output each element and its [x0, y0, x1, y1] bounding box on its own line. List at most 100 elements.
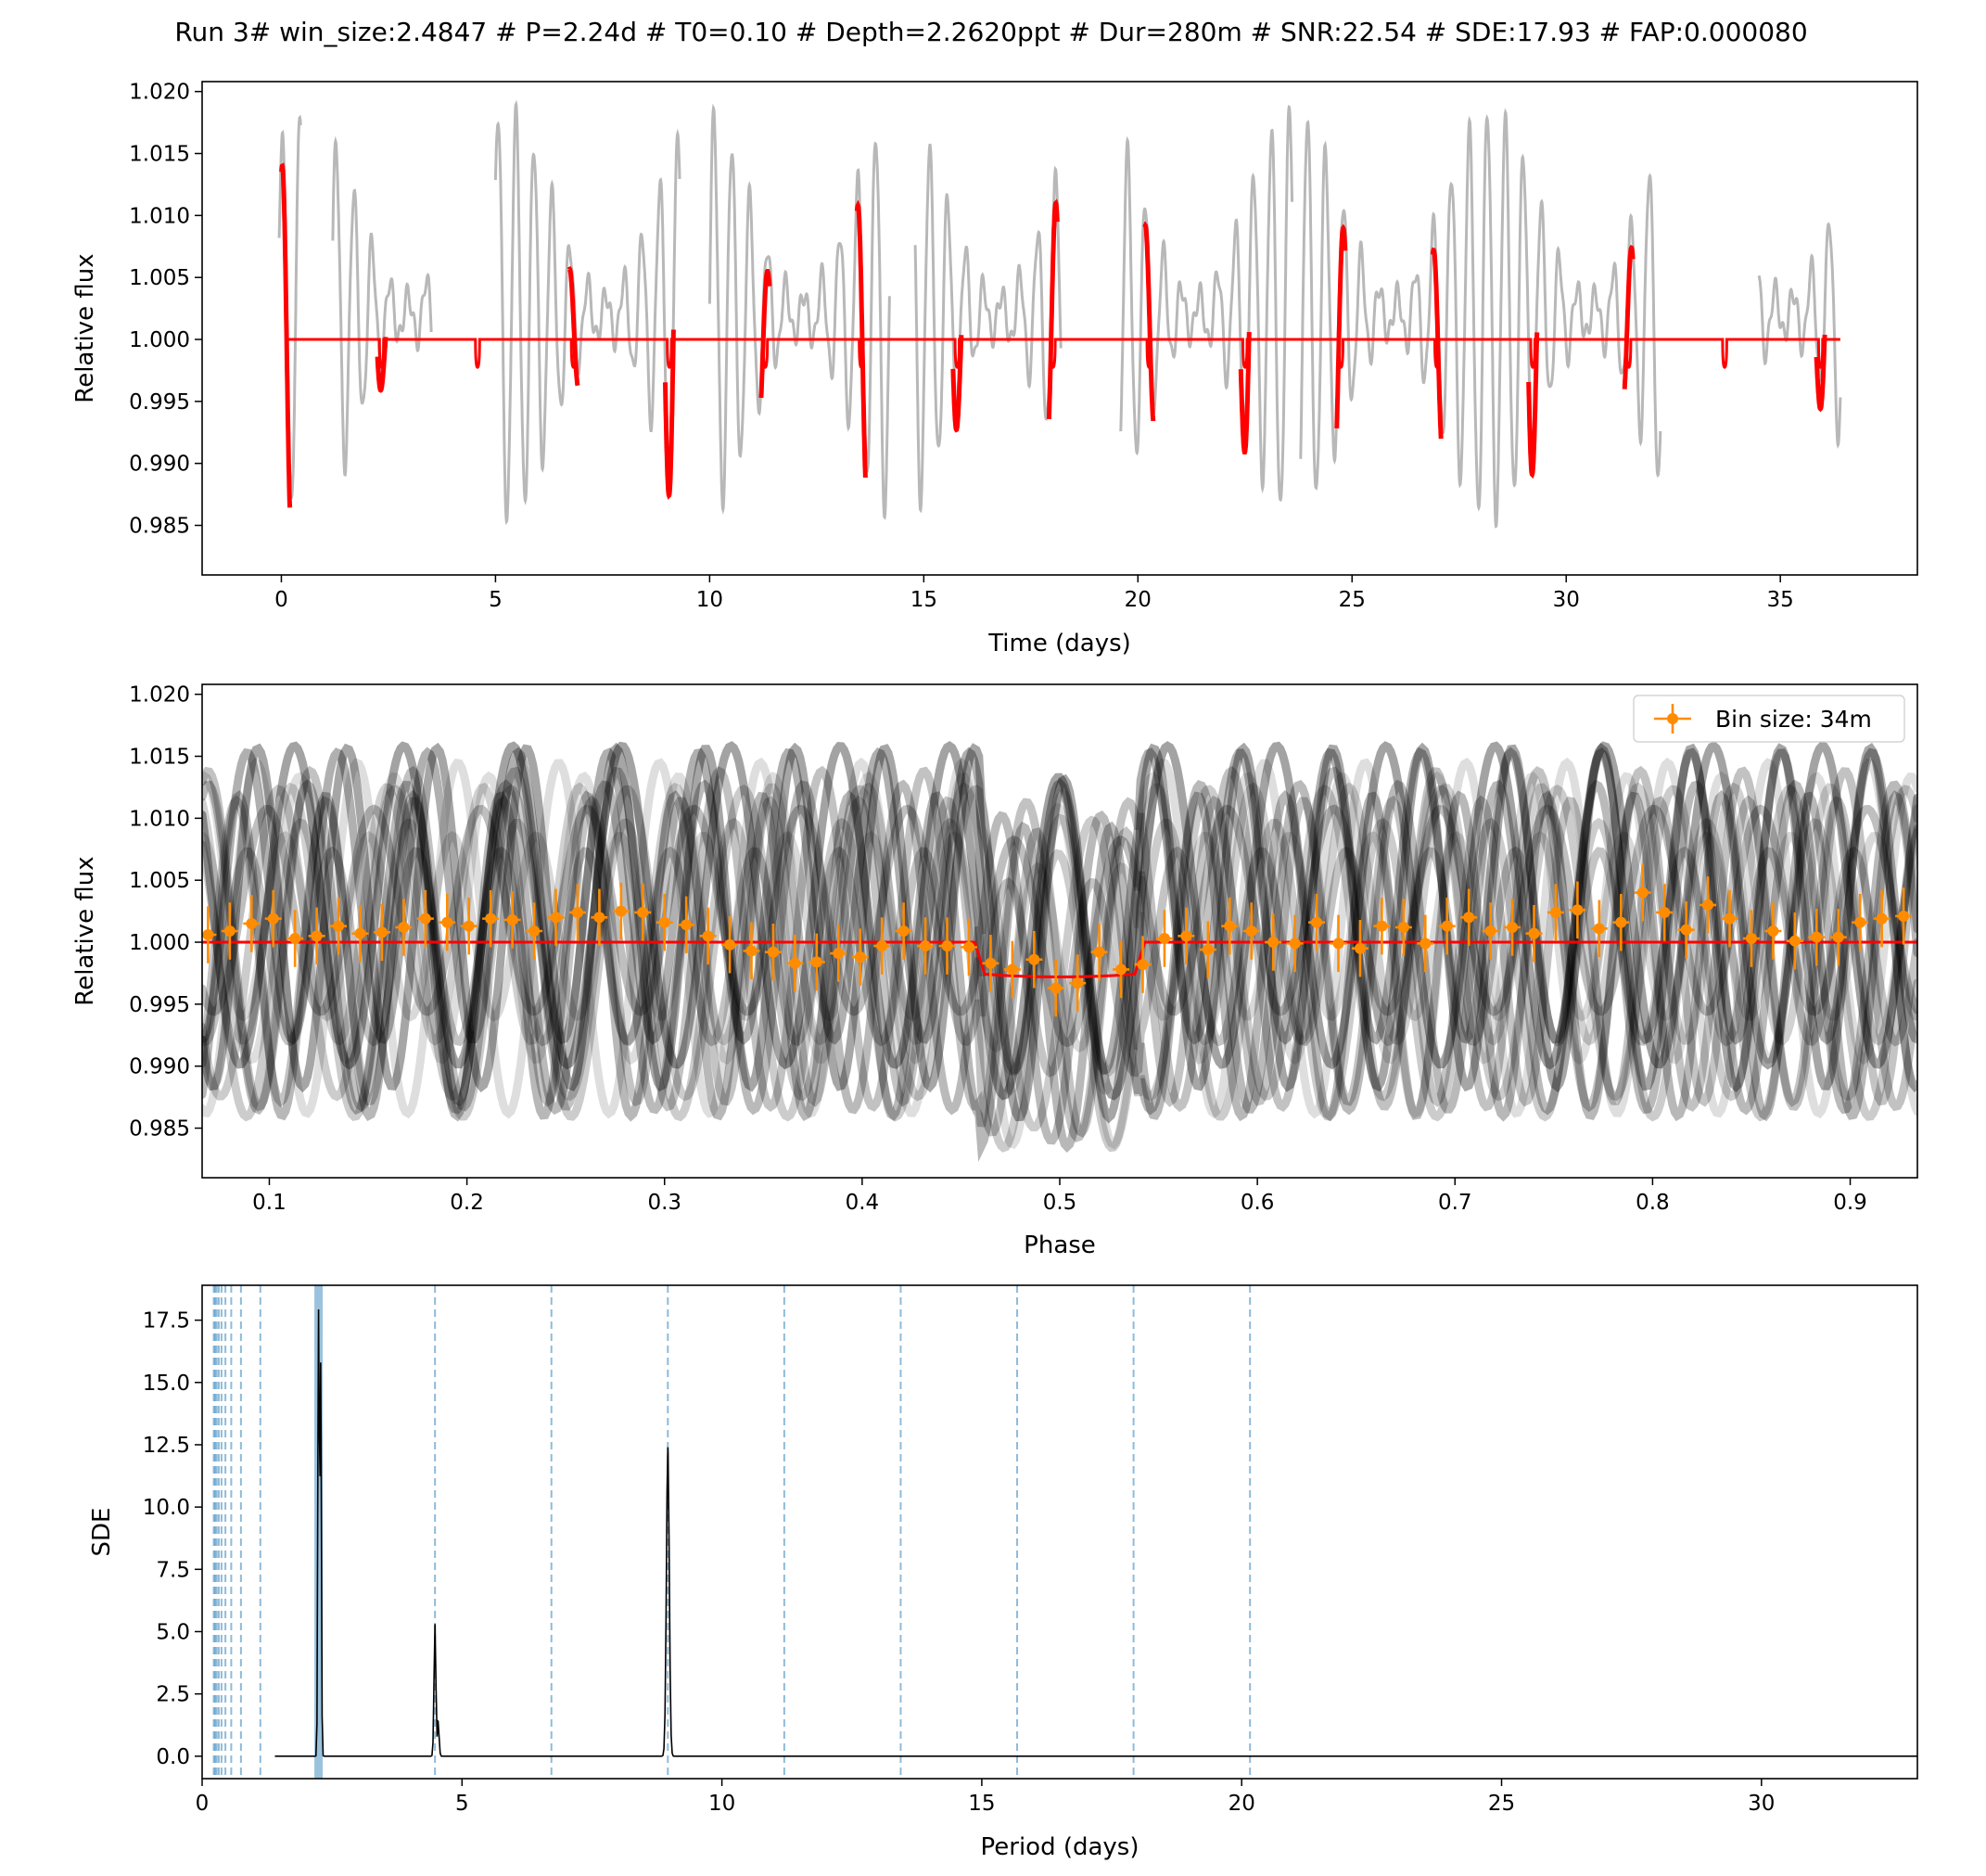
- binned-point: [1202, 944, 1214, 956]
- phase-folded-raw-trace: [202, 765, 1917, 1142]
- binned-point: [1332, 938, 1344, 950]
- x-tick-label: 0: [274, 588, 288, 612]
- phase-fold-ticks: 0.1 0.2 0.3 0.4 0.5 0.6 0.7 0.8 0.9 0.985 0.990 0.9…: [129, 683, 1867, 1215]
- binned-point: [223, 925, 236, 937]
- binned-point: [1659, 906, 1671, 918]
- periodogram-frame: [201, 1284, 1918, 1780]
- y-tick-label: 0.990: [129, 1055, 190, 1079]
- binned-point: [1615, 916, 1627, 928]
- binned-point: [1636, 887, 1649, 899]
- binned-point: [920, 940, 932, 952]
- binned-point: [789, 957, 801, 969]
- binned-point: [1072, 977, 1084, 989]
- binned-point: [1702, 899, 1714, 911]
- binned-point: [1376, 920, 1388, 932]
- periodogram-ticks: 0 5 10 15 20 25 30 0.0 2.5 5.0 7.5 10.0 12.5 15.0 17.5: [143, 1309, 1776, 1816]
- raw-flux-trace: [913, 144, 1063, 514]
- panel-periodogram: 0 5 10 15 20 25 30 0.0 2.5 5.0 7.5 10.0 12.5 15.0 17.5…: [88, 1284, 1918, 1861]
- binned-point: [1006, 964, 1018, 976]
- phase-fold-legend: Bin size: 34m: [1633, 695, 1905, 743]
- binned-point: [1484, 925, 1496, 937]
- raw-flux-trace: [1757, 222, 1842, 449]
- x-tick-label: 0.3: [647, 1191, 681, 1215]
- binned-point: [1745, 933, 1757, 945]
- x-tick-label: 20: [1229, 1792, 1255, 1816]
- binned-point: [571, 906, 583, 918]
- y-tick-label: 1.005: [129, 266, 190, 290]
- binned-point: [658, 916, 670, 928]
- light-curve-ticks: 0 5 10 15 20 25 30 35 0.985 0.990 0.995 1.000 1.005 1…: [129, 81, 1794, 612]
- binned-point: [1093, 946, 1105, 958]
- binned-point: [1267, 937, 1279, 949]
- legend-frame: [1633, 695, 1905, 743]
- binned-point: [1767, 925, 1779, 937]
- x-tick-label: 0: [196, 1792, 210, 1816]
- y-tick-label: 0.985: [129, 1117, 190, 1142]
- y-tick-label: 0.0: [156, 1745, 190, 1769]
- binned-point: [1224, 920, 1236, 932]
- y-tick-label: 12.5: [143, 1434, 190, 1458]
- legend-marker-dot: [1667, 713, 1678, 724]
- binned-point: [1311, 916, 1323, 928]
- phase-folded-raw-trace: [202, 741, 1917, 1101]
- binned-point: [289, 933, 301, 945]
- y-tick-label: 0.990: [129, 453, 190, 477]
- x-tick-label: 15: [968, 1792, 995, 1816]
- transit-model-line: [286, 338, 1840, 369]
- binned-point: [681, 919, 693, 931]
- x-tick-label: 30: [1553, 588, 1580, 612]
- binned-point: [1811, 931, 1823, 943]
- in-transit-points: [950, 335, 964, 433]
- y-tick-label: 15.0: [143, 1372, 190, 1396]
- binned-point: [1397, 921, 1409, 933]
- x-tick-label: 5: [489, 588, 503, 612]
- x-tick-label: 0.1: [252, 1191, 286, 1215]
- binned-point: [246, 917, 258, 929]
- x-tick-label: 0.4: [846, 1191, 880, 1215]
- in-transit-points: [854, 199, 868, 479]
- in-transit-points: [1814, 334, 1827, 413]
- binned-point: [1441, 920, 1453, 932]
- binned-point: [1898, 910, 1910, 922]
- x-tick-label: 15: [910, 588, 937, 612]
- binned-point: [702, 930, 714, 942]
- sde-curve: [274, 1309, 1917, 1757]
- x-tick-label: 10: [696, 588, 723, 612]
- binned-point: [441, 916, 453, 928]
- in-transit-points: [1142, 221, 1156, 422]
- light-curve-frame: [201, 81, 1918, 576]
- binned-point: [267, 912, 279, 925]
- binned-point: [1680, 924, 1692, 936]
- x-tick-label: 25: [1488, 1792, 1515, 1816]
- light-curve-data: [277, 99, 1842, 529]
- binned-point: [810, 956, 822, 968]
- y-tick-label: 1.020: [129, 683, 190, 708]
- binned-point: [1419, 938, 1432, 950]
- y-tick-label: 1.020: [129, 81, 190, 105]
- x-tick-label: 0.8: [1636, 1191, 1670, 1215]
- x-tick-label: 35: [1767, 588, 1794, 612]
- x-tick-label: 0.7: [1438, 1191, 1472, 1215]
- phase-folded-raw-trace: [202, 782, 1917, 1078]
- phase-fold-data: [202, 741, 1917, 1162]
- x-tick-label: 0.2: [450, 1191, 484, 1215]
- y-tick-label: 1.010: [129, 204, 190, 228]
- y-tick-label: 1.000: [129, 328, 190, 352]
- x-tick-label: 0.6: [1241, 1191, 1275, 1215]
- binned-point: [767, 946, 779, 958]
- binned-point: [745, 945, 757, 957]
- binned-point: [985, 957, 997, 969]
- periodogram-ylabel: SDE: [88, 1508, 116, 1557]
- light-curve-ylabel: Relative flux: [71, 253, 99, 402]
- binned-point: [485, 912, 497, 925]
- binned-point: [1158, 933, 1170, 945]
- binned-point: [854, 951, 866, 964]
- phase-folded-raw-trace: [202, 830, 1917, 1053]
- x-tick-label: 20: [1125, 588, 1152, 612]
- panel-light-curve: 0 5 10 15 20 25 30 35 0.985 0.990 0.995 1.000 1.005 1…: [71, 81, 1918, 657]
- y-tick-label: 1.010: [129, 807, 190, 831]
- binned-point: [1115, 964, 1127, 976]
- binned-point: [463, 920, 475, 932]
